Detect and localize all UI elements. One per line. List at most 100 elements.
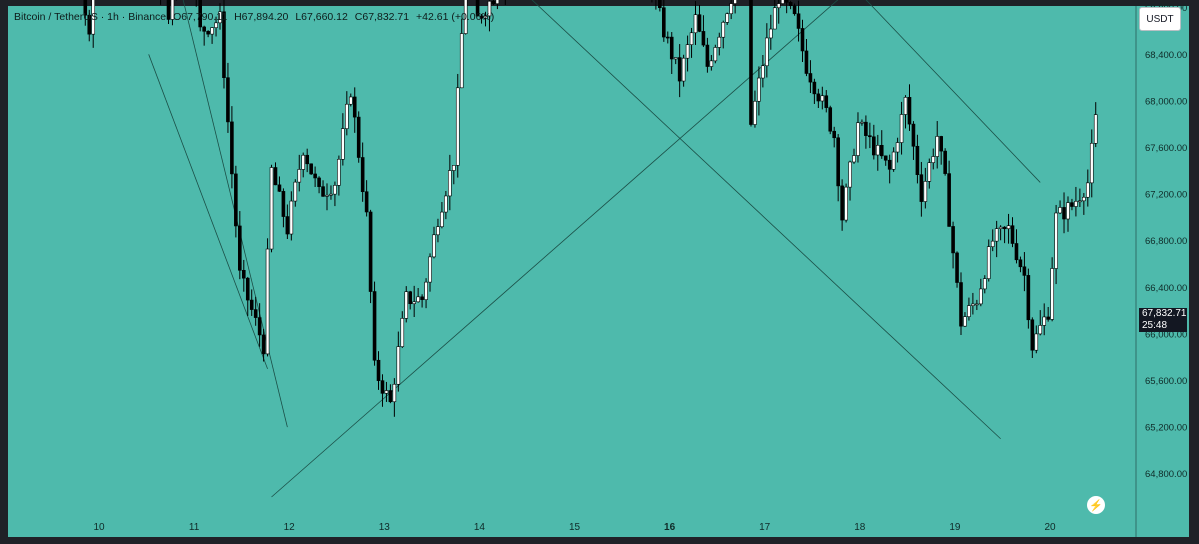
candle-body — [864, 121, 868, 136]
candle-body — [875, 145, 880, 156]
x-tick-label: 19 — [949, 522, 961, 533]
candle-body — [1054, 212, 1058, 269]
candle-body — [1086, 182, 1090, 198]
candle-body — [241, 269, 246, 279]
candle-body — [424, 281, 428, 300]
candle-body — [879, 145, 884, 157]
candle-body — [360, 157, 365, 193]
candle-body — [804, 50, 809, 74]
candle-body — [352, 96, 357, 118]
candle-body — [83, 0, 88, 16]
candle-body — [832, 130, 837, 139]
candle-body — [776, 3, 781, 9]
candle-body — [729, 3, 733, 15]
candle-body — [982, 278, 987, 290]
candle-body — [990, 240, 995, 247]
y-tick-label: 68,000.00 — [1145, 96, 1187, 107]
candle-body — [1002, 226, 1007, 230]
candle-body — [285, 216, 290, 235]
candle-body — [860, 121, 864, 124]
candle-body — [305, 154, 309, 165]
candle-body — [780, 0, 785, 4]
candle-body — [166, 0, 171, 20]
ohlc-open: O67,790.11 — [173, 11, 228, 23]
candle-body — [923, 181, 928, 202]
candle-body — [257, 317, 262, 336]
candle-body — [249, 299, 254, 310]
candle-body — [725, 13, 730, 23]
candle-body — [345, 103, 349, 129]
candle-body — [915, 145, 920, 175]
y-tick-label: 66,800.00 — [1145, 236, 1187, 247]
x-tick-label: 18 — [854, 522, 866, 533]
candle-body — [784, 0, 789, 3]
candle-body — [432, 234, 436, 258]
candle-body — [824, 95, 829, 108]
plot-background — [8, 6, 1136, 513]
candle-body — [1042, 316, 1047, 326]
candle-body — [400, 318, 405, 347]
candle-body — [206, 30, 210, 35]
x-tick-label: 12 — [284, 522, 296, 533]
candle-body — [816, 93, 821, 102]
ohlc-close: C67,832.71 — [354, 11, 410, 23]
trendlines-layer — [148, 0, 1041, 498]
candle-body — [234, 173, 238, 227]
candle-body — [1006, 225, 1011, 230]
candle-body — [483, 15, 488, 19]
candle-body — [440, 211, 444, 228]
candle-body — [436, 226, 440, 236]
candle-body — [868, 135, 872, 138]
candle-body — [844, 186, 848, 221]
x-tick-label: 13 — [379, 522, 391, 533]
candle-body — [681, 57, 686, 82]
candle-body — [1034, 333, 1039, 351]
candle-body — [261, 334, 266, 355]
candle-body — [800, 28, 805, 52]
symbol-title[interactable]: Bitcoin / TetherUS · 1h · Binance — [14, 11, 167, 23]
y-tick-label: 67,200.00 — [1145, 190, 1187, 201]
candle-body — [1022, 266, 1027, 276]
currency-button[interactable]: USDT — [1139, 7, 1181, 31]
candle-body — [963, 316, 967, 327]
candle-body — [495, 0, 500, 5]
lightning-icon[interactable]: ⚡ — [1087, 496, 1105, 514]
candle-body — [487, 0, 492, 17]
candle-body — [198, 0, 202, 28]
candle-body — [943, 150, 947, 174]
price-axis[interactable] — [1136, 6, 1189, 513]
candle-body — [368, 211, 373, 292]
candle-body — [297, 169, 302, 183]
candle-body — [301, 154, 306, 170]
y-tick-label: 68,400.00 — [1145, 50, 1187, 61]
candle-body — [277, 184, 282, 192]
candle-body — [788, 2, 793, 7]
candle-body — [388, 390, 393, 403]
candle-body — [337, 158, 341, 186]
trendline — [182, 0, 288, 428]
candle-body — [309, 163, 313, 175]
x-tick-label: 11 — [189, 522, 200, 533]
candle-body — [238, 225, 242, 271]
candle-body — [911, 123, 916, 147]
candle-body — [210, 27, 214, 35]
candle-body — [202, 26, 206, 32]
candle-body — [828, 107, 833, 132]
candle-body — [967, 305, 971, 317]
candle-body — [662, 7, 666, 38]
time-axis[interactable] — [8, 513, 1189, 537]
candle-body — [356, 116, 361, 158]
candle-body — [685, 44, 690, 59]
candle-body — [677, 57, 682, 82]
candle-body — [91, 0, 96, 35]
candle-body — [380, 380, 385, 394]
candle-body — [951, 226, 955, 254]
candle-body — [836, 137, 840, 187]
candle-body — [376, 359, 381, 381]
candle-body — [222, 11, 226, 78]
trendline — [531, 0, 1001, 440]
candle-body — [348, 96, 353, 105]
candle-body — [1058, 207, 1062, 214]
candle-body — [333, 185, 337, 195]
